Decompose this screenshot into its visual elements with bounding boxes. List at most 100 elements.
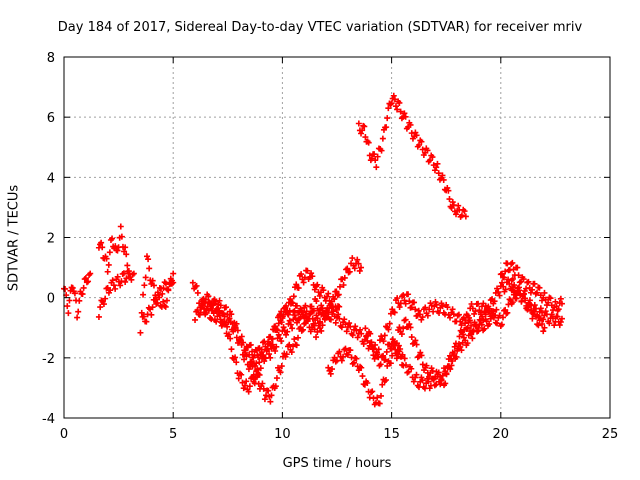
series-arc-15 bbox=[355, 92, 469, 220]
data-point bbox=[261, 358, 268, 365]
data-point bbox=[366, 152, 373, 159]
data-point bbox=[222, 321, 229, 328]
data-point bbox=[246, 383, 253, 390]
data-point bbox=[336, 283, 343, 290]
data-point bbox=[251, 380, 258, 387]
data-point bbox=[378, 147, 385, 154]
data-point bbox=[397, 353, 404, 360]
data-point bbox=[446, 196, 453, 203]
data-point bbox=[383, 124, 390, 131]
data-point bbox=[477, 309, 484, 316]
data-point bbox=[123, 275, 130, 282]
data-point bbox=[506, 280, 513, 287]
data-point bbox=[228, 346, 235, 353]
data-point bbox=[431, 167, 438, 174]
data-point bbox=[359, 127, 366, 134]
data-point bbox=[384, 115, 391, 122]
data-point bbox=[347, 347, 354, 354]
data-point bbox=[536, 284, 543, 291]
data-point bbox=[461, 208, 468, 215]
data-point bbox=[76, 297, 83, 304]
data-point bbox=[394, 295, 401, 302]
x-tick-label: 20 bbox=[493, 427, 510, 442]
data-point bbox=[493, 306, 500, 313]
data-point bbox=[298, 271, 305, 278]
data-point bbox=[548, 311, 555, 318]
data-point bbox=[280, 324, 287, 331]
data-point bbox=[311, 286, 318, 293]
data-point bbox=[453, 211, 460, 218]
data-point bbox=[539, 320, 546, 327]
data-point bbox=[498, 270, 505, 277]
data-point bbox=[403, 362, 410, 369]
data-point bbox=[400, 325, 407, 332]
data-point bbox=[314, 281, 321, 288]
data-point bbox=[213, 305, 220, 312]
data-point bbox=[520, 276, 527, 283]
data-point bbox=[380, 352, 387, 359]
data-point bbox=[338, 324, 345, 331]
data-point bbox=[319, 307, 326, 314]
data-point bbox=[358, 264, 365, 271]
data-point bbox=[529, 315, 536, 322]
series-arc-3 bbox=[95, 268, 137, 320]
data-point bbox=[495, 289, 502, 296]
data-point bbox=[360, 340, 367, 347]
data-point bbox=[411, 299, 418, 306]
data-point bbox=[372, 341, 379, 348]
data-point bbox=[482, 311, 489, 318]
data-point bbox=[261, 396, 268, 403]
data-point bbox=[402, 113, 409, 120]
data-point bbox=[130, 270, 137, 277]
data-point bbox=[266, 351, 273, 358]
data-point bbox=[408, 304, 415, 311]
data-point bbox=[251, 352, 258, 359]
data-point bbox=[265, 387, 272, 394]
data-point bbox=[383, 348, 390, 355]
data-point bbox=[525, 278, 532, 285]
x-tick-label: 5 bbox=[169, 427, 177, 442]
data-point bbox=[256, 359, 263, 366]
data-point bbox=[515, 272, 522, 279]
data-point bbox=[117, 282, 124, 289]
data-point bbox=[361, 123, 368, 130]
data-point bbox=[205, 293, 212, 300]
x-tick-label: 0 bbox=[60, 427, 68, 442]
data-point bbox=[117, 223, 124, 230]
data-point bbox=[387, 101, 394, 108]
data-point bbox=[252, 363, 259, 370]
data-point bbox=[272, 383, 279, 390]
data-point bbox=[268, 392, 275, 399]
data-point bbox=[419, 377, 426, 384]
data-point bbox=[99, 244, 106, 251]
data-point bbox=[148, 311, 155, 318]
data-point bbox=[298, 309, 305, 316]
data-point bbox=[371, 355, 378, 362]
data-point bbox=[98, 239, 105, 246]
data-point bbox=[392, 103, 399, 110]
data-point bbox=[75, 308, 82, 315]
data-point bbox=[502, 268, 509, 275]
data-point bbox=[529, 309, 536, 316]
data-point bbox=[331, 354, 338, 361]
data-point bbox=[208, 307, 215, 314]
data-point bbox=[480, 300, 487, 307]
data-point bbox=[275, 320, 282, 327]
data-point bbox=[430, 376, 437, 383]
data-point bbox=[412, 337, 419, 344]
data-point bbox=[354, 256, 361, 263]
data-point bbox=[419, 361, 426, 368]
data-point bbox=[349, 255, 356, 262]
y-tick-label: 4 bbox=[47, 171, 55, 186]
data-point bbox=[259, 380, 266, 387]
data-point bbox=[317, 318, 324, 325]
data-point bbox=[260, 385, 267, 392]
data-point bbox=[449, 358, 456, 365]
data-point bbox=[160, 285, 167, 292]
data-point bbox=[285, 311, 292, 318]
data-point bbox=[333, 306, 340, 313]
y-tick-label: 8 bbox=[47, 51, 55, 66]
data-point bbox=[358, 130, 365, 137]
data-point bbox=[194, 307, 201, 314]
